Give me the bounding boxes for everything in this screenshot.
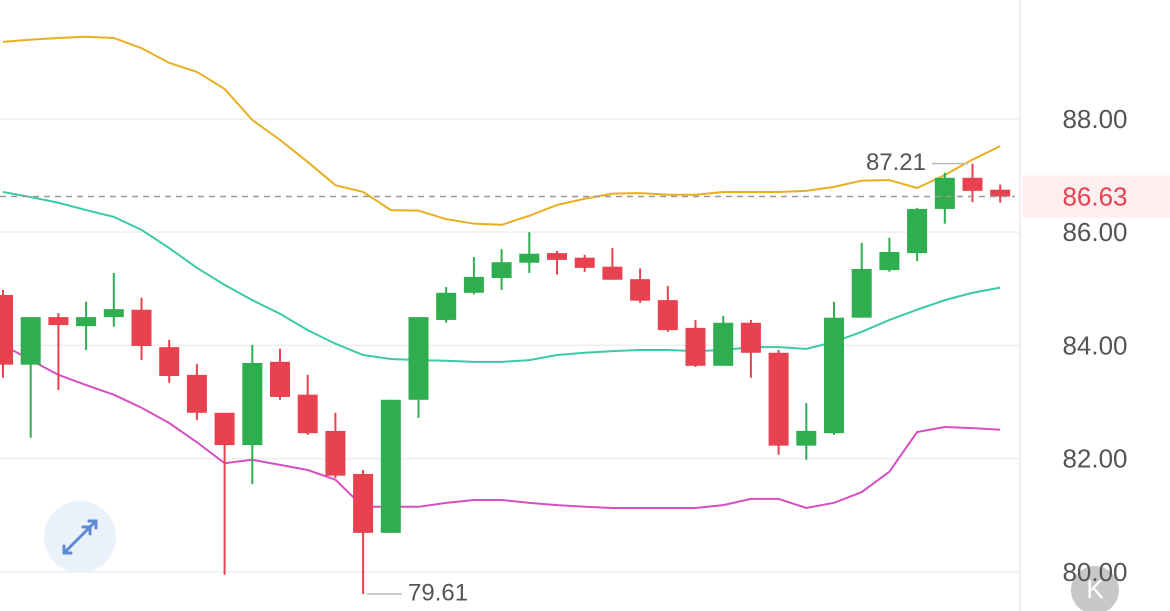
candle-body — [713, 322, 734, 366]
expand-button[interactable] — [44, 501, 116, 573]
candle-body — [962, 177, 983, 191]
last-price-label: 86.63 — [1062, 181, 1127, 211]
max-label: 87.21 — [866, 149, 926, 176]
candle-body — [242, 362, 263, 446]
candle-body — [159, 347, 180, 376]
candle-body — [0, 295, 13, 365]
candle-body — [380, 399, 401, 533]
candle-body — [20, 317, 41, 365]
y-tick-label: 86.00 — [1062, 217, 1127, 247]
candle-body — [519, 253, 540, 263]
candle-body — [602, 266, 623, 280]
candle-body — [851, 268, 872, 318]
candle-body — [463, 276, 484, 293]
candle-body — [131, 309, 152, 346]
candle-body — [990, 189, 1011, 197]
candle-body — [186, 374, 207, 413]
y-tick-label: 82.00 — [1062, 444, 1127, 474]
candle-body — [630, 279, 651, 301]
candle-body — [547, 253, 567, 260]
candle-body — [436, 292, 457, 320]
candle-body — [574, 257, 595, 268]
candle-body — [657, 300, 678, 331]
candle-body — [353, 473, 374, 533]
band-line — [2, 35, 1001, 226]
candle-body — [214, 412, 235, 446]
candle-body — [76, 317, 97, 327]
y-tick-label: 88.00 — [1062, 104, 1127, 134]
band-line — [2, 343, 1001, 509]
candle-body — [768, 352, 789, 446]
min-label: 79.61 — [408, 579, 468, 606]
candle-body — [685, 327, 706, 366]
candle-body — [408, 317, 429, 400]
candle-body — [796, 430, 817, 446]
logo: K — [1071, 566, 1119, 611]
candle-body — [824, 317, 844, 434]
candle-body — [297, 394, 318, 434]
y-tick-label: 84.00 — [1062, 330, 1127, 360]
candle-body — [103, 309, 124, 318]
last-price-bg — [1022, 175, 1170, 218]
candle-body — [907, 208, 928, 254]
candle-body — [740, 322, 761, 353]
logo-text: K — [1086, 574, 1104, 604]
candle-body — [491, 262, 512, 279]
candle-body — [934, 177, 955, 209]
candle-body — [879, 251, 900, 271]
candle-body — [270, 361, 290, 397]
y-tick-label: 80.00 — [1062, 557, 1127, 587]
candle-body — [48, 317, 69, 326]
candle-body — [325, 430, 346, 476]
